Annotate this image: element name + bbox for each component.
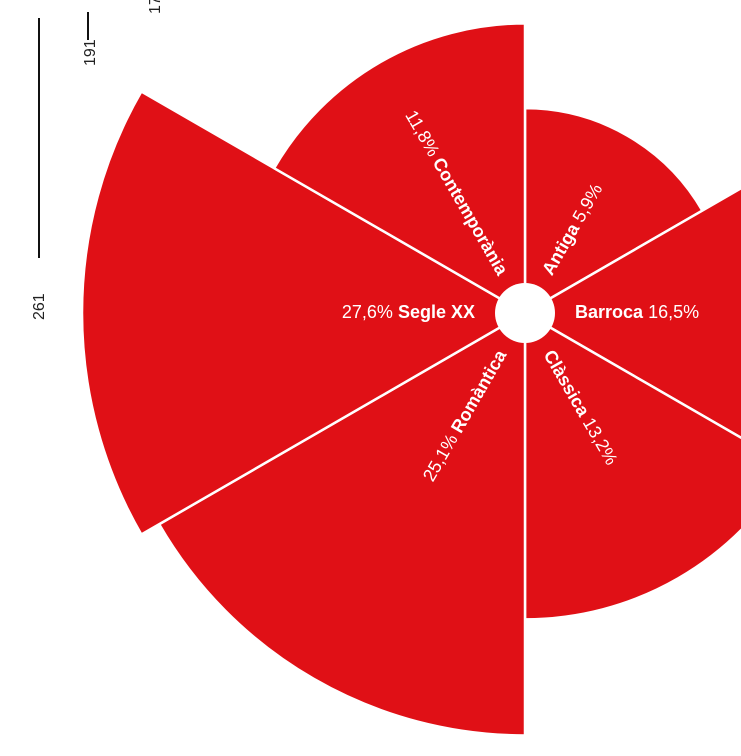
wedge-classica	[523, 311, 741, 621]
scale-layer: 261 191 17	[31, 0, 164, 320]
wedge-romantica	[157, 311, 527, 737]
wedges-layer	[80, 22, 741, 737]
scale-label-17: 17	[147, 0, 164, 14]
category-name: Segle XX	[398, 302, 475, 322]
scale-label-261: 261	[31, 293, 48, 320]
wedge-contemporania	[272, 22, 527, 315]
label-segle-xx: 27,6% Segle XX	[342, 302, 475, 322]
wedge-segle-xx	[80, 90, 527, 536]
value-label: 16,5%	[648, 302, 699, 322]
category-name: Barroca	[575, 302, 644, 322]
wedge-barroca	[523, 186, 741, 440]
label-barroca: Barroca 16,5%	[575, 302, 699, 322]
scale-label-191: 191	[82, 39, 99, 66]
wedge-antiga	[523, 106, 704, 315]
value-label: 27,6%	[342, 302, 393, 322]
center-hole	[495, 283, 555, 343]
